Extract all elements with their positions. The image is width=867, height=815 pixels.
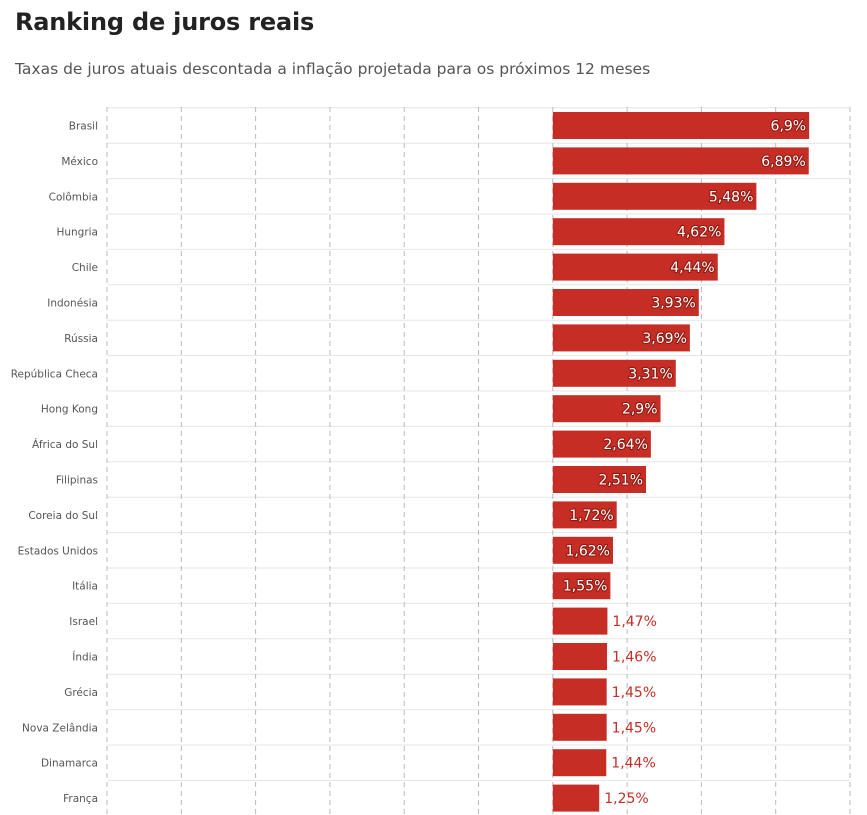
bar-17 (552, 713, 607, 741)
value-label: 1,46% (612, 650, 656, 666)
bar-11 (552, 501, 617, 529)
bar-5 (552, 289, 699, 316)
value-label: 2,51% (599, 473, 643, 489)
bar-2 (552, 182, 757, 210)
bar-3 (552, 218, 725, 246)
value-label: 5,48% (709, 189, 753, 205)
bar-14 (552, 607, 608, 635)
chart-title: Ranking de juros reais (15, 8, 315, 36)
bar-16 (552, 678, 607, 706)
labels-layer: Brasil 6,9% México 6,89% Colômbia 5,48% Hungri… (11, 117, 808, 807)
value-label: 1,72% (569, 508, 613, 524)
grid-layer (106, 107, 851, 815)
category-label: México (61, 156, 98, 168)
category-label: Colômbia (49, 191, 98, 203)
category-label: Coreia do Sul (28, 510, 98, 522)
bar-13 (552, 572, 611, 600)
category-label: Hungria (56, 227, 98, 239)
value-label: 3,69% (642, 331, 686, 347)
value-label: 2,9% (622, 402, 658, 418)
value-label: 1,55% (563, 579, 607, 595)
category-label: África do Sul (32, 438, 98, 451)
bar-19 (552, 784, 600, 812)
bar-15 (552, 643, 608, 670)
value-label: 4,62% (677, 225, 721, 241)
category-label: Indonésia (47, 298, 98, 310)
category-label: Filipinas (56, 475, 98, 487)
category-label: França (63, 793, 98, 805)
category-label: Dinamarca (41, 758, 98, 770)
value-label: 4,44% (670, 260, 714, 276)
value-label: 1,62% (565, 543, 609, 559)
bar-18 (552, 749, 607, 777)
bar-9 (552, 430, 651, 458)
bar-7 (552, 359, 676, 387)
value-label: 1,44% (611, 756, 655, 772)
category-label: Israel (69, 616, 98, 628)
category-label: República Checa (11, 368, 98, 380)
category-label: Estados Unidos (18, 545, 98, 557)
bar-0 (552, 112, 810, 139)
bar-4 (552, 253, 718, 281)
value-label: 6,89% (761, 154, 805, 170)
bar-1 (552, 147, 809, 175)
bar-12 (552, 536, 613, 564)
bar-10 (552, 466, 647, 493)
value-label: 1,45% (612, 720, 656, 736)
category-label: Hong Kong (41, 404, 98, 416)
chart-subtitle: Taxas de juros atuais descontada a infla… (15, 60, 651, 78)
value-label: 2,64% (603, 437, 647, 453)
value-label: 3,31% (628, 366, 672, 382)
category-label: Brasil (69, 121, 98, 133)
value-label: 1,47% (612, 614, 656, 630)
category-label: Grécia (64, 687, 98, 699)
bar-6 (552, 324, 690, 352)
category-label: Índia (72, 651, 98, 664)
bar-8 (552, 395, 661, 423)
category-label: Chile (72, 262, 98, 274)
category-label: Itália (72, 581, 98, 593)
category-label: Nova Zelândia (22, 722, 98, 734)
bars-layer (552, 112, 810, 812)
value-label: 6,9% (771, 119, 807, 135)
value-label: 1,25% (604, 791, 648, 807)
value-label: 3,93% (651, 296, 695, 312)
category-label: Rússia (64, 333, 98, 345)
value-label: 1,45% (612, 685, 656, 701)
